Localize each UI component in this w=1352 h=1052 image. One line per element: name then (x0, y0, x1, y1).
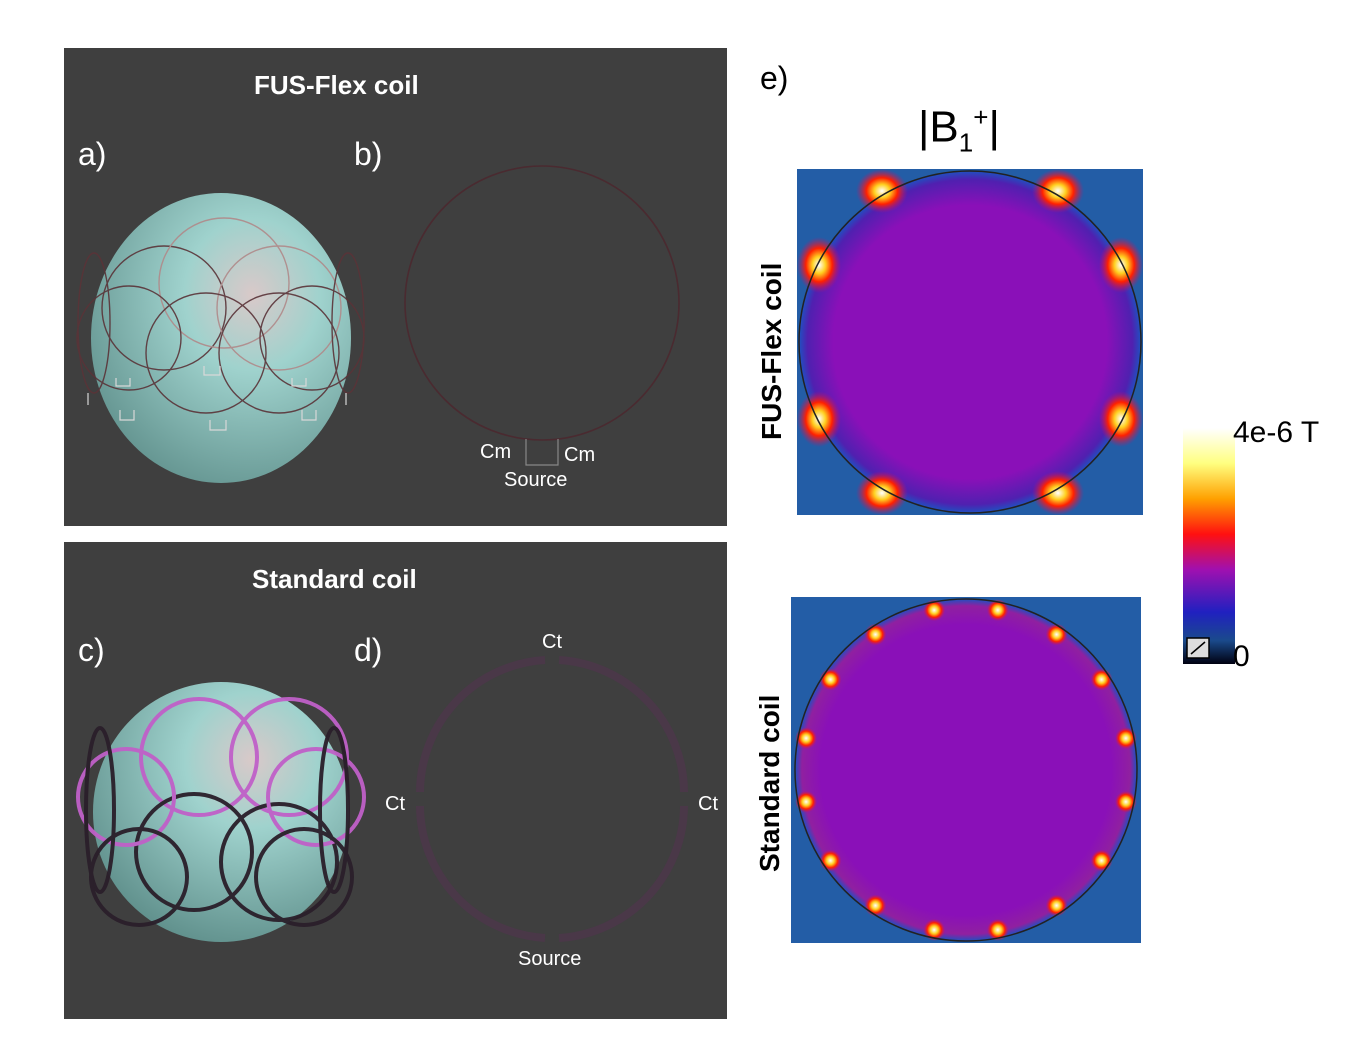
hotspot (986, 918, 1009, 941)
fus-flex-title: FUS-Flex coil (254, 70, 419, 100)
hotspot (1114, 727, 1137, 750)
colorbar-max-label: 4e-6 T (1233, 416, 1320, 449)
source-label-top: Source (504, 469, 568, 491)
cm-left-label: Cm (480, 441, 512, 463)
cm-right-label: Cm (564, 444, 596, 466)
b1-map-fus-flex (797, 169, 1143, 515)
row-label-fus-flex: FUS-Flex coil (756, 262, 787, 440)
standard-3d-model (76, 656, 688, 942)
label-c: c) (78, 632, 105, 668)
standard-panel: Standard coil c) d) (64, 542, 727, 1019)
ct-right-label: Ct (698, 793, 718, 815)
standard-loop-diagram (416, 656, 688, 942)
label-d: d) (354, 632, 383, 668)
hotspot (864, 623, 887, 646)
label-b: b) (354, 136, 383, 172)
standard-title: Standard coil (252, 564, 417, 594)
hotspot (923, 918, 946, 941)
fus-flex-3d-model (76, 165, 680, 483)
label-e: e) (760, 60, 789, 96)
hotspot (986, 599, 1009, 622)
ct-top-label: Ct (542, 631, 562, 653)
hotspot (1045, 623, 1068, 646)
fus-flex-panel: FUS-Flex coil a) b) (64, 48, 727, 526)
hotspot (1090, 849, 1113, 872)
hotspot (795, 790, 818, 813)
colorbar-min-label: 0 (1233, 640, 1250, 673)
label-a: a) (78, 136, 107, 172)
row-label-standard: Standard coil (754, 694, 785, 872)
hotspot (923, 599, 946, 622)
b1-plus-title: |B1+| (918, 102, 1000, 158)
hotspot (1090, 668, 1113, 691)
hotspot (864, 894, 887, 917)
fus-flex-loop-diagram (404, 165, 680, 466)
hotspot (819, 668, 842, 691)
hotspot (1045, 894, 1068, 917)
hotspot (1114, 790, 1137, 813)
colorbar (1183, 428, 1235, 664)
source-label-bottom: Source (518, 948, 582, 970)
hotspot (819, 849, 842, 872)
ct-left-label: Ct (385, 793, 405, 815)
b1-map-standard (791, 597, 1141, 943)
hotspot (795, 727, 818, 750)
